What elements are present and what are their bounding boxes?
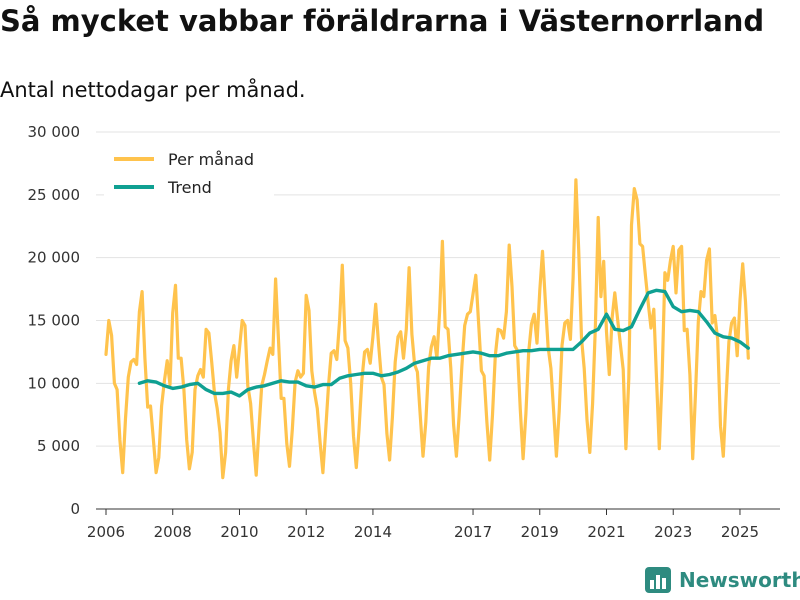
x-tick-label: 2014 xyxy=(354,523,392,541)
y-tick-label: 10 000 xyxy=(28,374,81,392)
legend-label-trend: Trend xyxy=(167,178,212,197)
x-tick-label: 2006 xyxy=(87,523,125,541)
legend-background xyxy=(104,146,274,206)
y-tick-label: 15 000 xyxy=(28,312,81,330)
x-tick-label: 2025 xyxy=(721,523,759,541)
brand-logo[interactable]: Newsworthy xyxy=(645,567,800,593)
x-axis: 2006 2008 2010 2012 2014 2017 2019 2021 2023 2025 xyxy=(87,508,780,541)
legend: Per månad Trend xyxy=(104,146,274,206)
y-tick-label: 25 000 xyxy=(28,186,81,204)
line-chart: 0 5 000 10 000 15 000 20 000 25 000 30 000 200… xyxy=(28,123,780,541)
y-tick-label: 20 000 xyxy=(28,249,81,267)
bar-chart-logo-icon xyxy=(645,567,671,593)
brand-name: Newsworthy xyxy=(679,568,800,592)
y-axis-tick-labels: 0 5 000 10 000 15 000 20 000 25 000 30 000 xyxy=(28,123,81,518)
x-tick-label: 2017 xyxy=(454,523,492,541)
series-line-per-month xyxy=(104,178,750,480)
chart-subtitle: Antal nettodagar per månad. xyxy=(0,78,306,102)
x-tick-label: 2012 xyxy=(287,523,325,541)
x-tick-label: 2010 xyxy=(220,523,258,541)
series-lines xyxy=(104,178,750,480)
y-tick-label: 30 000 xyxy=(28,123,81,141)
legend-label-per-month: Per månad xyxy=(168,150,254,169)
chart-title: Så mycket vabbar föräldrarna i Västernor… xyxy=(0,4,765,38)
x-tick-label: 2021 xyxy=(587,523,625,541)
series-line-trend xyxy=(137,288,750,398)
x-tick-label: 2008 xyxy=(154,523,192,541)
y-tick-label: 0 xyxy=(70,500,80,518)
x-tick-label: 2019 xyxy=(521,523,559,541)
y-tick-label: 5 000 xyxy=(37,437,80,455)
x-tick-label: 2023 xyxy=(654,523,692,541)
